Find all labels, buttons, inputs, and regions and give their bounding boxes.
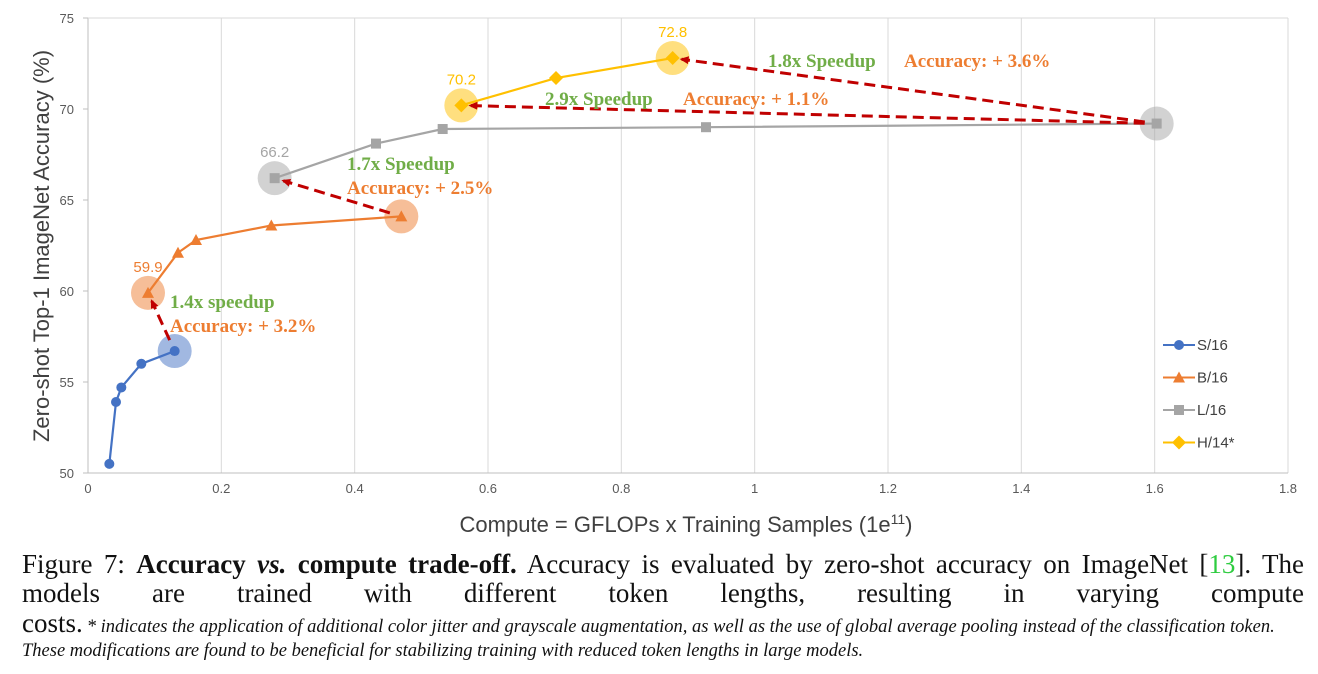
caption-text-1: Accuracy is evaluated by zero-shot accur… (526, 549, 1209, 579)
caption-main: Figure 7: Accuracy vs. compute trade-off… (22, 550, 1304, 608)
value-label-3: 72.8 (658, 24, 687, 41)
x-tick-label-5: 1 (751, 481, 758, 496)
point-1-0 (142, 286, 154, 298)
x-tick-label-8: 1.6 (1146, 481, 1164, 496)
legend: S/16 B/16 L/16 H/14* (1163, 337, 1235, 452)
speedup-arrow-3 (679, 56, 1145, 124)
point-3-1 (549, 71, 563, 86)
point-2-0 (269, 173, 280, 184)
x-tick-label-2: 0.4 (346, 481, 364, 496)
point-2-4 (1151, 118, 1162, 129)
annotation-3-accuracy: Accuracy: + 1.1% (683, 89, 829, 110)
x-axis-label-main: Compute = GFLOPs x Training Samples (1e (460, 512, 891, 537)
caption-footnote-block: costs. * indicates the application of ad… (22, 608, 1304, 663)
accuracy-compute-chart: 0 0.2 0.4 0.6 0.8 1 1.2 1.4 1.6 1.8 505560657075 … (29, 11, 1297, 537)
x-tick-label-6: 1.2 (879, 481, 897, 496)
x-axis-label-exponent: 11 (891, 511, 906, 527)
point-0-4 (169, 346, 180, 357)
y-tick-label-0: 50 (60, 466, 74, 481)
speedup-arrow-1 (281, 178, 391, 215)
figure-caption: Figure 7: Accuracy vs. compute trade-off… (22, 550, 1304, 663)
legend-marker-0 (1174, 340, 1184, 350)
x-tick-label-7: 1.4 (1012, 481, 1030, 496)
x-axis-label-close: ) (905, 512, 912, 537)
value-labels: 59.9 66.2 70.2 72.8 (133, 24, 687, 276)
point-2-2 (437, 124, 448, 135)
annotation-2-speedup: 1.7x Speedup (347, 154, 455, 175)
annotation-2-accuracy: Accuracy: + 2.5% (347, 178, 493, 199)
x-axis-label: Compute = GFLOPs x Training Samples (1e1… (460, 511, 913, 537)
legend-marker-3 (1172, 435, 1186, 450)
value-label-1: 66.2 (260, 144, 289, 161)
y-tick-label-3: 65 (60, 193, 74, 208)
y-tick-label-2: 60 (60, 284, 74, 299)
speedup-arrows (150, 56, 1145, 341)
speedup-arrow-2 (468, 101, 1145, 125)
caption-citation: 13 (1208, 549, 1236, 579)
legend-marker-2 (1174, 405, 1184, 415)
legend-label-2: L/16 (1197, 402, 1226, 419)
caption-label: Figure 7: (22, 549, 125, 579)
caption-footnote: * indicates the application of additiona… (22, 617, 1275, 661)
annotation-1-accuracy: Accuracy: + 3.2% (170, 316, 316, 337)
x-tick-label-9: 1.8 (1279, 481, 1297, 496)
point-0-2 (116, 382, 127, 393)
point-0-0 (104, 458, 115, 469)
point-0-3 (136, 358, 147, 369)
point-2-3 (701, 122, 711, 133)
caption-text-3: costs. (22, 608, 83, 638)
x-tick-label-4: 0.8 (612, 481, 630, 496)
speedup-annotations: 1.4x speedup Accuracy: + 3.2% 1.7x Speed… (170, 51, 1050, 337)
legend-label-0: S/16 (1197, 337, 1228, 354)
point-2-1 (371, 138, 381, 149)
point-1-1 (172, 246, 184, 258)
annotation-4-speedup: 1.8x Speedup (768, 51, 876, 72)
grid-lines (220, 18, 1289, 473)
point-3-0 (454, 98, 469, 113)
legend-marker-1 (1173, 371, 1185, 383)
y-tick-label-4: 70 (60, 102, 74, 117)
value-label-2: 70.2 (447, 71, 476, 88)
x-tick-label-1: 0.2 (212, 481, 230, 496)
point-0-1 (111, 397, 121, 408)
annotation-4-accuracy: Accuracy: + 3.6% (904, 51, 1050, 72)
point-3-2 (665, 51, 680, 66)
axes (87, 17, 1288, 474)
annotation-1-speedup: 1.4x speedup (170, 292, 275, 313)
series-markers (104, 51, 1162, 469)
y-tick-labels: 50 55 60 65 70 75 (60, 11, 88, 481)
y-tick-label-1: 55 (60, 375, 74, 390)
caption-text-2: ]. The models are trained with different… (22, 549, 1305, 608)
legend-label-3: H/14* (1197, 435, 1235, 452)
caption-bold-vs: vs. (257, 549, 287, 579)
legend-label-1: B/16 (1197, 370, 1228, 387)
speedup-arrow-0 (150, 299, 172, 341)
caption-bold-a: Accuracy (136, 549, 246, 579)
x-tick-label-3: 0.6 (479, 481, 497, 496)
point-1-4 (395, 210, 408, 222)
x-tick-labels: 0 0.2 0.4 0.6 0.8 1 1.2 1.4 1.6 1.8 (84, 481, 1297, 496)
x-tick-label-0: 0 (84, 481, 91, 496)
y-axis-label: Zero-shot Top-1 ImageNet Accuracy (%) (29, 50, 54, 442)
value-label-0: 59.9 (133, 259, 162, 276)
caption-bold-b: compute trade-off. (297, 549, 517, 579)
annotation-3-speedup: 2.9x Speedup (545, 89, 653, 110)
y-tick-label-5: 75 (60, 11, 74, 26)
point-1-2 (190, 234, 202, 246)
point-1-3 (265, 219, 278, 231)
